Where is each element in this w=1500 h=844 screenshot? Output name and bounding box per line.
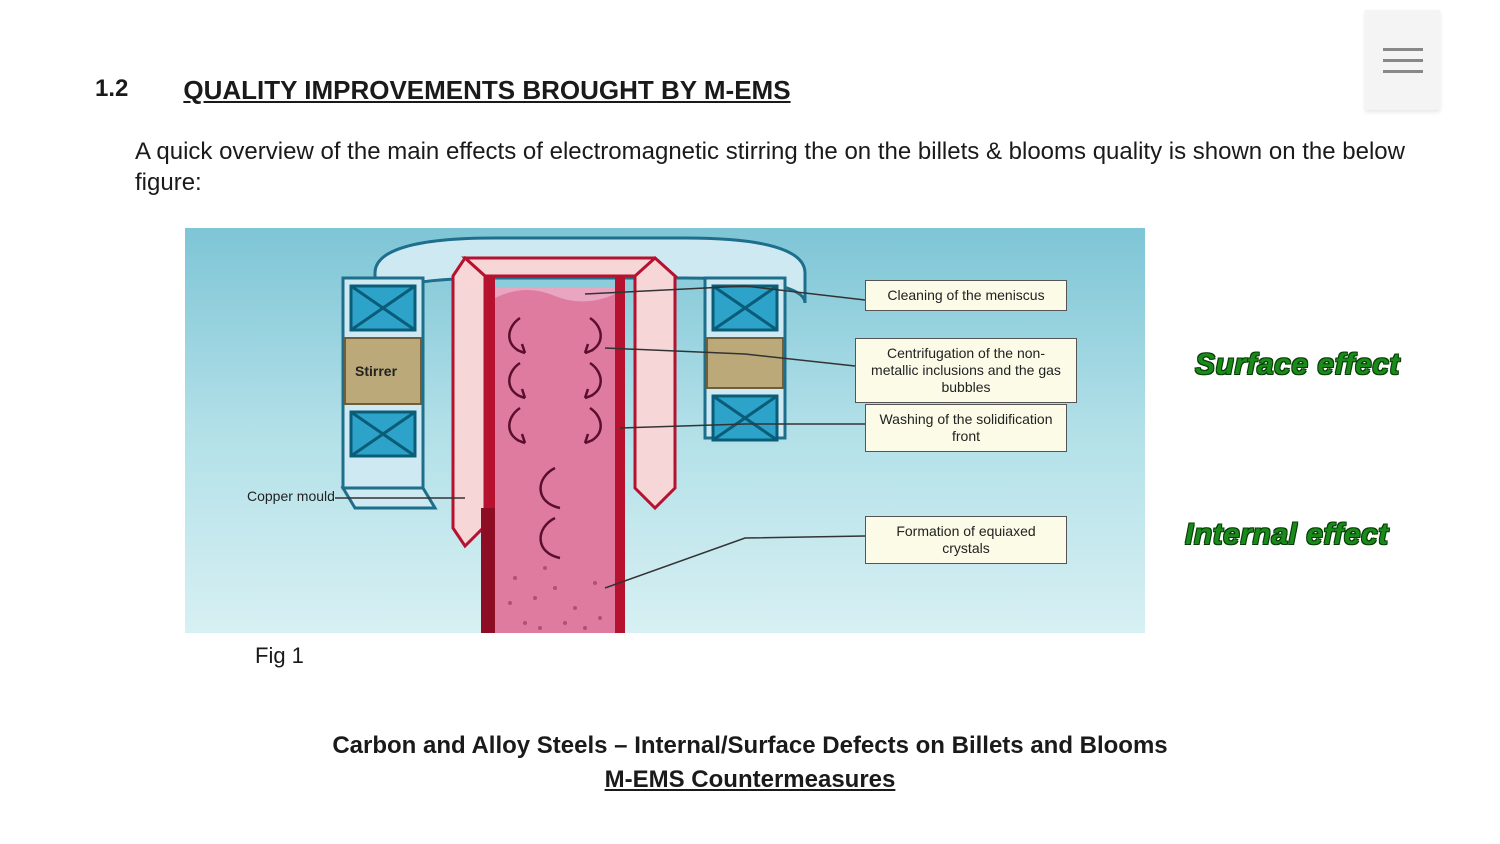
subheading-line2: M-EMS Countermeasures	[95, 763, 1405, 797]
m-ems-diagram: Stirrer Copper mould Cleaning of the men…	[185, 228, 1145, 633]
box-washing: Washing of the solidification front	[865, 404, 1067, 452]
molten-steel	[495, 288, 615, 633]
subheading-line1: Carbon and Alloy Steels – Internal/Surfa…	[95, 729, 1405, 763]
stirrer-right	[705, 278, 785, 440]
box-cleaning: Cleaning of the meniscus	[865, 280, 1067, 311]
figure-wrapper: Stirrer Copper mould Cleaning of the men…	[185, 228, 1405, 669]
box-centrifugation: Centrifugation of the non-metallic inclu…	[855, 338, 1077, 402]
section-number: 1.2	[95, 75, 128, 103]
stirrer-left	[343, 278, 435, 508]
box-formation: Formation of equiaxed crystals	[865, 516, 1067, 564]
label-stirrer: Stirrer	[355, 363, 397, 379]
label-copper-mould: Copper mould	[247, 488, 335, 504]
intro-paragraph: A quick overview of the main effects of …	[135, 136, 1405, 198]
subheading: Carbon and Alloy Steels – Internal/Surfa…	[95, 729, 1405, 796]
menu-icon	[1383, 70, 1423, 73]
menu-icon	[1383, 48, 1423, 51]
label-surface-effect: Surface effect	[1195, 348, 1400, 382]
menu-icon	[1383, 59, 1423, 62]
section-header: 1.2 QUALITY IMPROVEMENTS BROUGHT BY M-EM…	[95, 75, 1405, 106]
page-content: 1.2 QUALITY IMPROVEMENTS BROUGHT BY M-EM…	[95, 75, 1405, 797]
figure-caption: Fig 1	[255, 643, 1405, 669]
label-internal-effect: Internal effect	[1185, 518, 1389, 552]
section-title: QUALITY IMPROVEMENTS BROUGHT BY M-EMS	[183, 75, 790, 106]
